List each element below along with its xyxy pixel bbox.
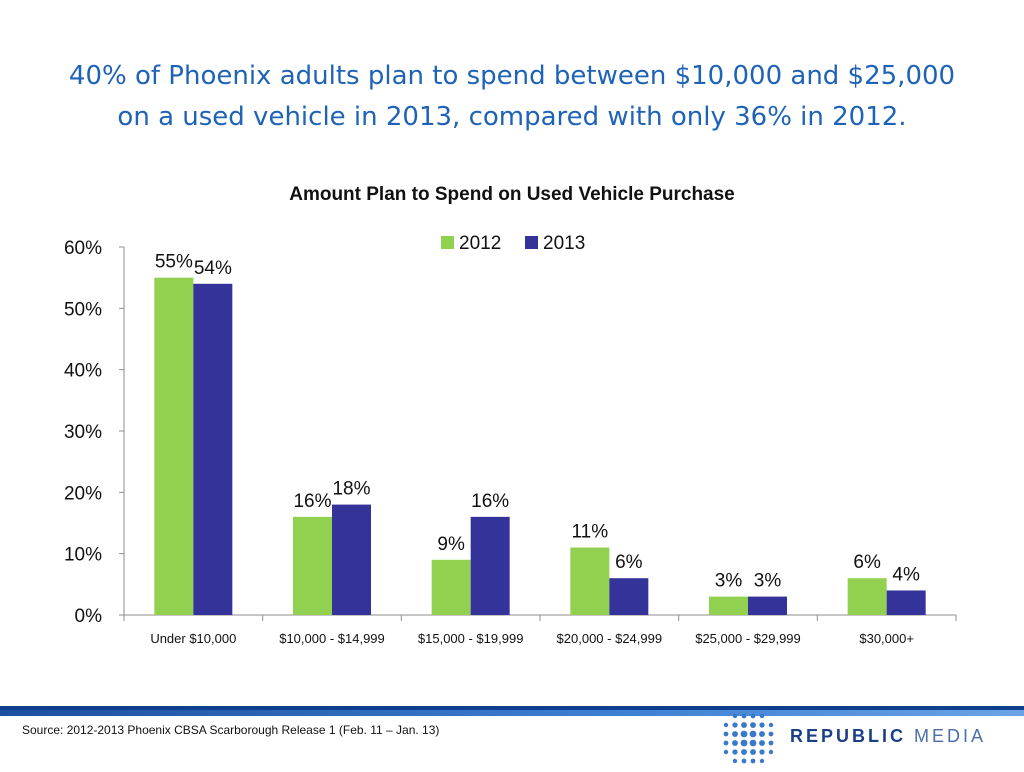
logo-dot [768, 740, 774, 746]
logo-dot [732, 740, 738, 746]
logo-dot [741, 722, 747, 728]
logo-dot [741, 713, 747, 719]
x-tick-label: $30,000+ [859, 631, 914, 646]
source-note: Source: 2012-2013 Phoenix CBSA Scarborou… [22, 723, 440, 737]
legend-label-2012: 2012 [459, 233, 501, 254]
y-tick-label: 50% [64, 299, 102, 320]
x-tick-label: $15,000 - $19,999 [418, 631, 524, 646]
bar-2012 [154, 277, 194, 615]
legend-swatch-2012 [441, 236, 454, 249]
bar-2012 [847, 578, 887, 615]
logo-dot [768, 749, 774, 755]
y-tick-label: 20% [64, 483, 102, 504]
logo-dot [732, 713, 738, 719]
legend-swatch-2013 [525, 236, 538, 249]
y-tick-label: 10% [64, 545, 102, 566]
logo-dot [749, 739, 757, 747]
bar-2012 [293, 516, 332, 615]
data-label-2012: 3% [715, 571, 743, 592]
logo-dot [732, 749, 738, 755]
y-tick-label: 0% [75, 606, 103, 627]
data-label-2013: 3% [754, 571, 782, 592]
logo-dot [741, 758, 747, 764]
x-tick-label: $20,000 - $24,999 [557, 631, 663, 646]
bar-2013 [609, 578, 649, 615]
logo-dot [750, 722, 756, 728]
logo-dot [768, 722, 774, 728]
bar-2012 [709, 596, 748, 615]
bar-2013 [332, 504, 371, 615]
logo-dot [732, 722, 738, 728]
footer-band [0, 706, 1024, 772]
logo-dot [759, 713, 765, 719]
logo-dot [723, 749, 729, 755]
data-label-2012: 9% [437, 534, 465, 555]
data-label-2012: 16% [293, 491, 331, 512]
logo-dot [750, 749, 756, 755]
logo-dot [732, 731, 738, 737]
logo-dot [723, 731, 729, 737]
bar-2013 [748, 596, 787, 615]
footer-stripe [0, 710, 1024, 716]
republic-media-logo-icon [723, 713, 774, 764]
bar-2013 [193, 283, 233, 615]
data-label-2012: 6% [853, 552, 881, 573]
data-label-2012: 55% [155, 252, 193, 273]
logo-dot [749, 730, 757, 738]
logo-dot [759, 758, 765, 764]
data-label-2012: 11% [572, 522, 609, 543]
logo-primary-text: REPUBLIC [790, 726, 907, 746]
logo-dot [741, 749, 747, 755]
logo-dot [759, 722, 765, 728]
x-tick-label: $25,000 - $29,999 [695, 631, 801, 646]
y-tick-label: 40% [64, 361, 102, 382]
chart-title: Amount Plan to Spend on Used Vehicle Pur… [289, 184, 735, 205]
data-label-2013: 4% [892, 564, 920, 585]
y-tick-label: 60% [64, 238, 102, 259]
data-label-2013: 18% [332, 479, 370, 500]
logo-dot [750, 713, 756, 719]
logo-dot [750, 758, 756, 764]
logo-dot [759, 740, 765, 746]
logo-dot [723, 722, 729, 728]
headline-line-1: 40% of Phoenix adults plan to spend betw… [68, 61, 956, 91]
bar-2012 [570, 547, 610, 615]
bar-2013 [470, 516, 510, 615]
logo-dot [759, 749, 765, 755]
legend-label-2013: 2013 [543, 233, 585, 254]
x-tick-label: Under $10,000 [150, 631, 236, 646]
data-label-2013: 54% [194, 258, 232, 279]
headline-line-2: on a used vehicle in 2013, compared with… [117, 102, 907, 132]
logo-dot [759, 731, 765, 737]
logo-dot [732, 758, 738, 764]
bar-chart: 0% 10% 20% 30% 40% 50% 60% Under $10,000 $10,000… [64, 233, 957, 646]
page-headline: 40% of Phoenix adults plan to spend betw… [20, 56, 1004, 138]
logo-dot [768, 731, 774, 737]
logo-dot [740, 739, 748, 747]
x-tick-label: $10,000 - $14,999 [279, 631, 385, 646]
y-tick-label: 30% [64, 422, 102, 443]
data-label-2013: 16% [471, 491, 509, 512]
logo-secondary-text: MEDIA [914, 726, 987, 746]
bar-2012 [431, 559, 471, 615]
data-label-2013: 6% [615, 552, 643, 573]
republic-media-logo: REPUBLIC MEDIA [790, 726, 986, 747]
logo-dot [740, 730, 748, 738]
logo-dot [723, 740, 729, 746]
bar-2013 [886, 590, 926, 615]
